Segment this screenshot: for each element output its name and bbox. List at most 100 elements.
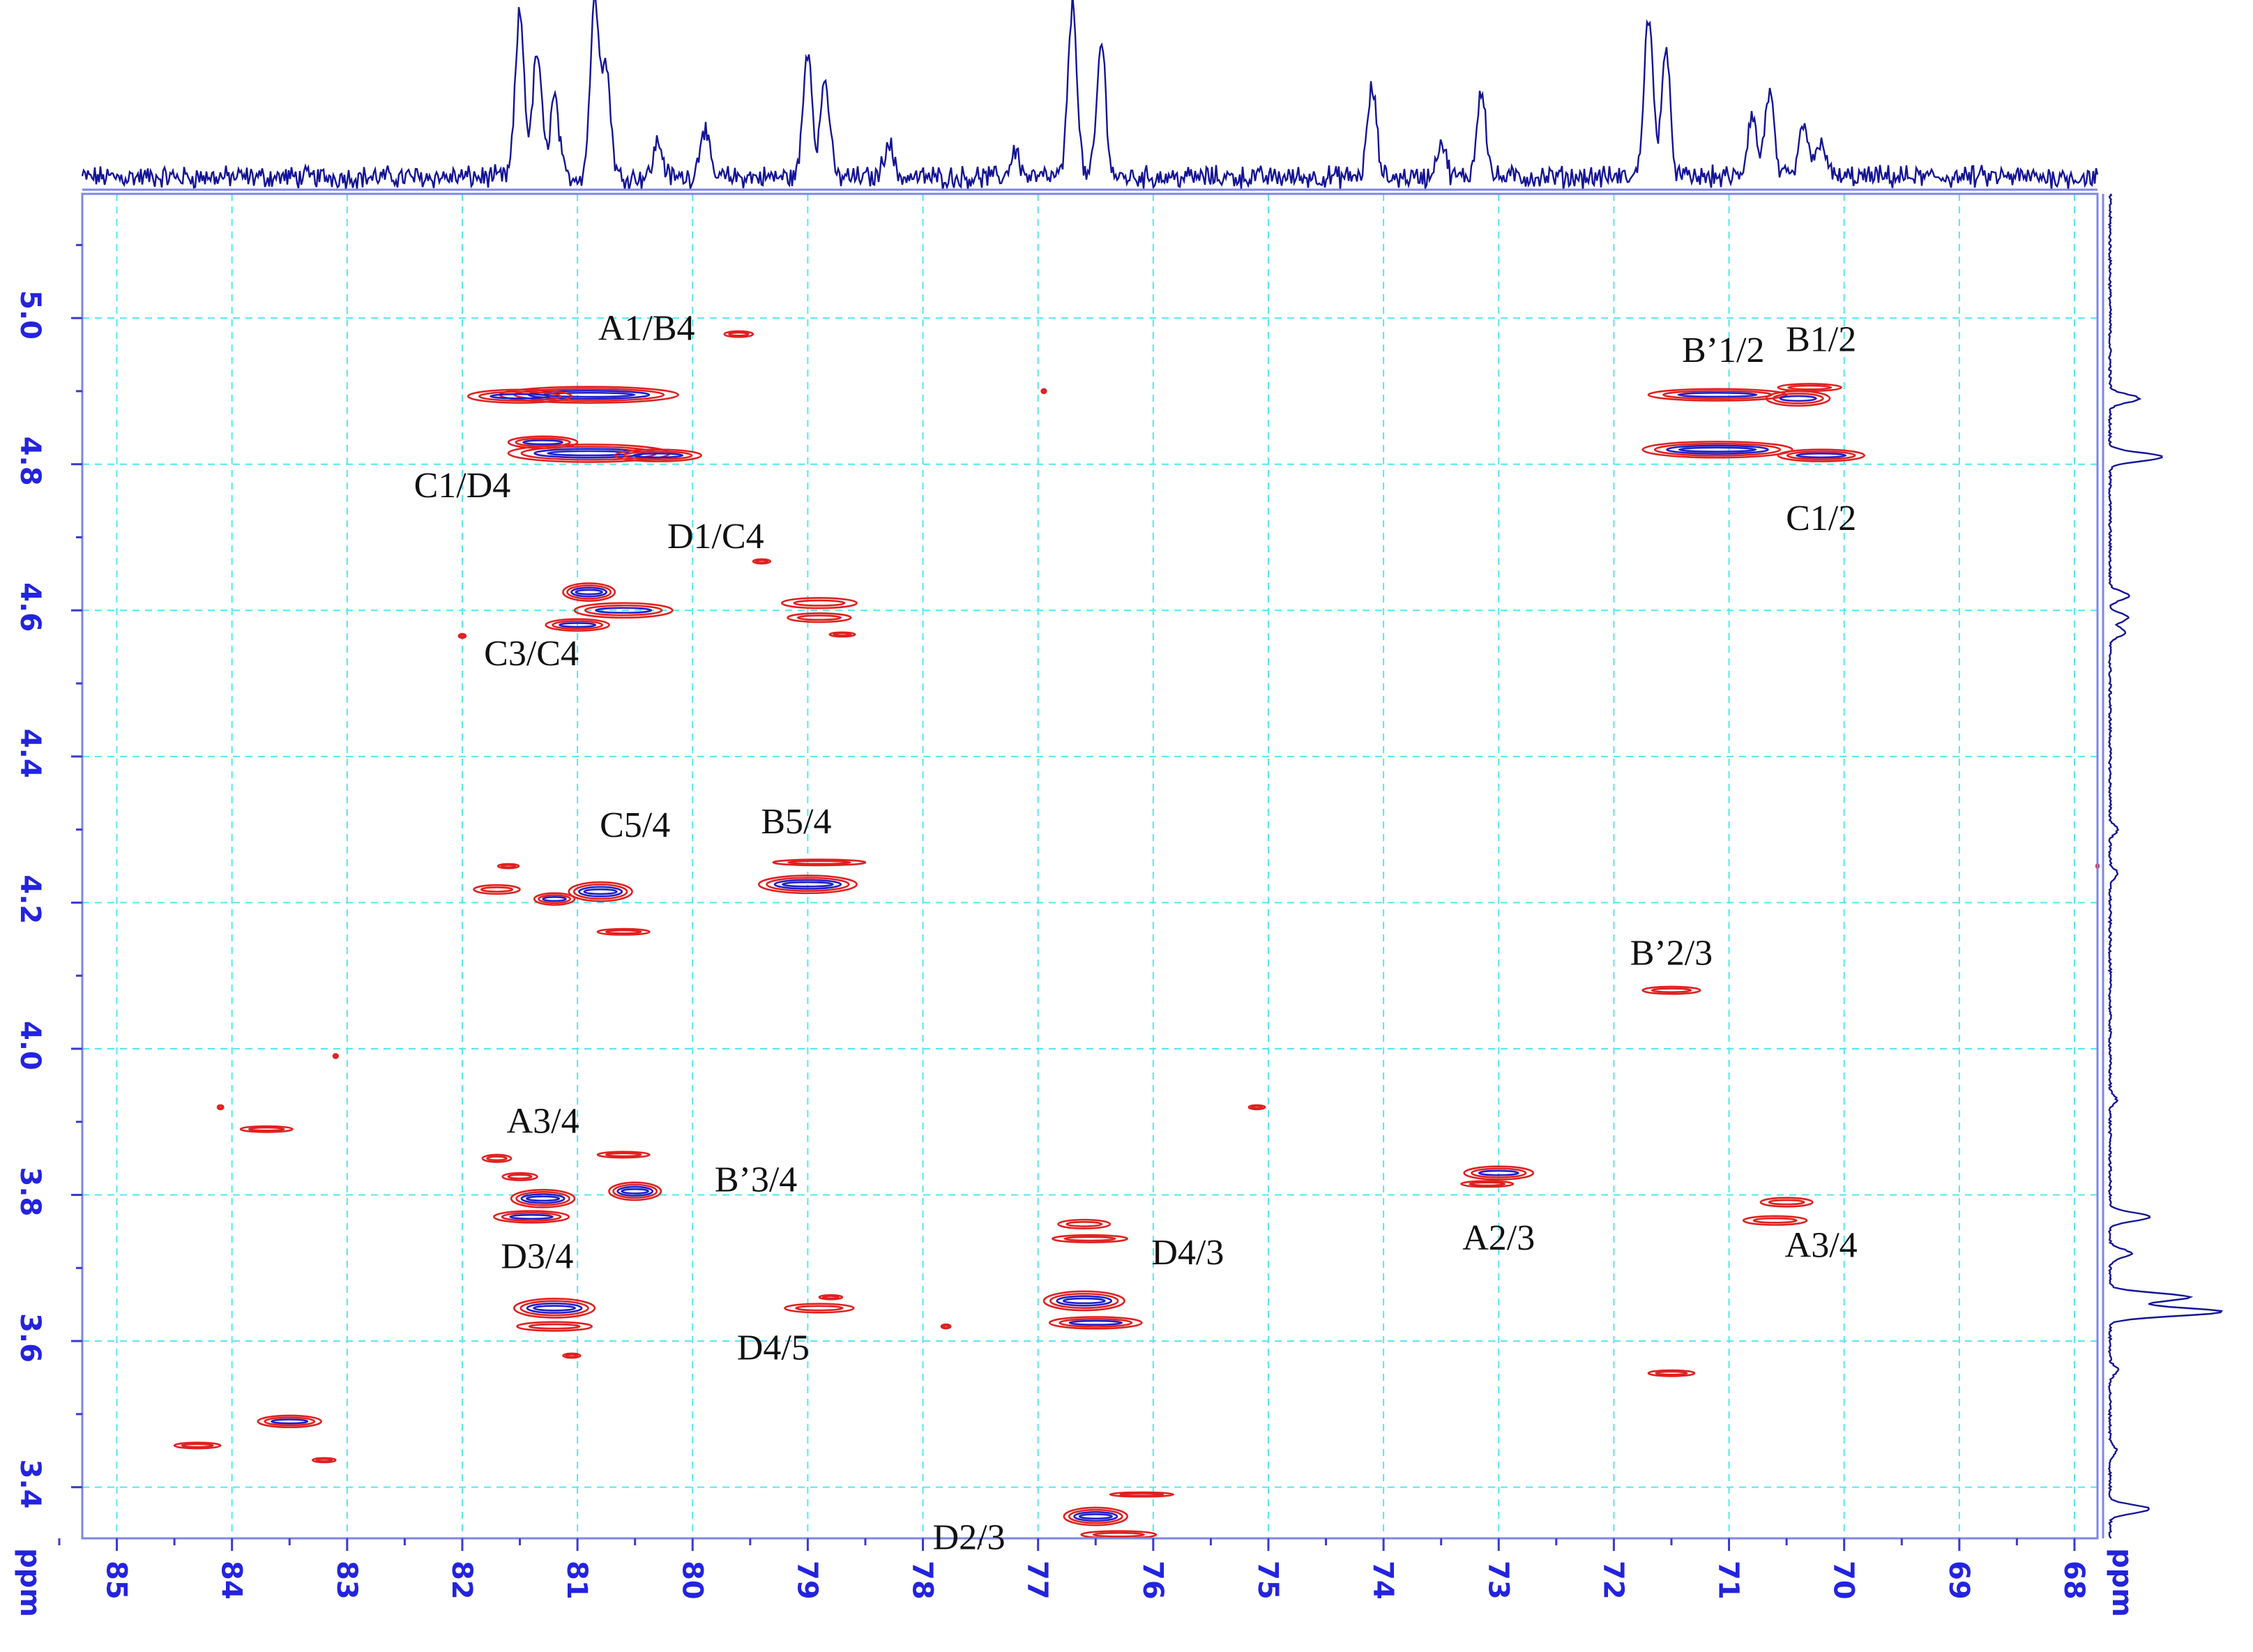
contour-level	[173, 1441, 222, 1450]
cross-peak	[507, 435, 579, 449]
contour-level	[787, 860, 851, 865]
x-tick-label: 71	[1713, 1561, 1745, 1600]
contour-level	[218, 1105, 224, 1109]
contour-level	[833, 632, 852, 637]
contour-level	[605, 929, 642, 934]
contour-level	[507, 1174, 533, 1180]
x-tick-label: 85	[100, 1561, 132, 1600]
contour-level	[568, 881, 633, 902]
contour-level	[595, 607, 653, 614]
cross-peak	[533, 892, 576, 906]
contour-level	[1078, 1513, 1113, 1520]
y-tick-label: 3.8	[14, 1167, 46, 1217]
peak-label: C1/D4	[414, 466, 511, 506]
peak-label: B1/2	[1786, 319, 1856, 359]
contour-level	[565, 1354, 579, 1358]
y-tick-label: 5.0	[14, 290, 46, 340]
cross-peak	[752, 558, 772, 565]
contour-level	[941, 1324, 950, 1328]
cross-peak	[562, 1352, 582, 1359]
cross-peak	[496, 863, 520, 870]
cross-peak	[573, 602, 674, 619]
contour-level	[486, 1155, 508, 1162]
contour-level	[315, 1457, 333, 1462]
x-tick-label: 78	[906, 1561, 939, 1600]
cross-peak	[457, 632, 467, 639]
peak-label: A3/4	[1785, 1226, 1858, 1266]
contour-level	[787, 612, 852, 623]
cross-peak	[481, 1153, 513, 1163]
y-axis: 5.0 4.8 4.6 4.4 4.2 4.0 3.8 3.6 3.4	[14, 243, 82, 1509]
contour-level	[1677, 392, 1758, 398]
cross-peak	[466, 388, 573, 404]
contour-level	[1768, 1199, 1805, 1206]
contour-level	[584, 604, 663, 616]
contour-level	[559, 622, 597, 628]
contour-level	[516, 1321, 593, 1332]
x-tick-label: 76	[1137, 1561, 1169, 1600]
contour-level	[1779, 395, 1817, 402]
contour-level	[1068, 1508, 1123, 1524]
cross-peak	[723, 330, 754, 338]
contour-level	[782, 881, 834, 888]
x-tick-label: 80	[676, 1561, 708, 1600]
contour-level	[632, 453, 684, 459]
contour-level	[818, 1294, 844, 1301]
contour-level	[513, 1298, 596, 1319]
contour-level	[1042, 1290, 1125, 1312]
contour-level	[1469, 1181, 1506, 1187]
contour-level	[1752, 1217, 1798, 1224]
contour-level	[264, 1416, 316, 1427]
cross-peak	[1052, 1234, 1129, 1243]
contour-level	[520, 1193, 566, 1204]
grid-lines	[82, 194, 2098, 1538]
contour-level	[562, 582, 616, 602]
contour-level	[1796, 453, 1847, 459]
peak-label: B’1/2	[1682, 331, 1764, 370]
cross-peak	[1759, 1197, 1814, 1208]
contour-level	[1065, 1221, 1103, 1227]
contour-level	[248, 1126, 285, 1132]
contour-level	[572, 884, 628, 900]
peak-label: D3/4	[501, 1236, 573, 1276]
contour-level	[1647, 1369, 1696, 1377]
contour-level	[515, 1191, 570, 1206]
cross-peak	[568, 881, 633, 902]
cross-peak	[1777, 448, 1865, 462]
contour-level	[1666, 444, 1769, 455]
contour-level	[216, 1104, 225, 1111]
cross-peak	[757, 874, 858, 895]
contour-level	[1641, 440, 1793, 459]
contour-level	[526, 1302, 583, 1314]
contour-level	[333, 1054, 338, 1059]
contour-level	[1478, 1169, 1519, 1176]
contour-level	[578, 886, 623, 897]
contour-level	[510, 1188, 576, 1208]
cross-peak	[173, 1441, 222, 1450]
contour-level	[1041, 389, 1047, 393]
contour-level	[552, 620, 604, 630]
cross-peak	[787, 612, 852, 623]
contour-level	[490, 393, 550, 400]
contour-level	[795, 1305, 844, 1312]
y-axis-unit-label: ppm	[2106, 1548, 2138, 1617]
contour-level	[1048, 1316, 1143, 1330]
cross-peak	[1048, 1316, 1143, 1330]
contour-level	[1059, 1317, 1133, 1328]
contour-level	[1119, 1492, 1165, 1497]
contour-level	[796, 614, 842, 621]
contour-level	[772, 858, 867, 867]
cross-peak	[1063, 1506, 1128, 1526]
contour-level	[1109, 1491, 1175, 1498]
peak-label: C1/2	[1786, 499, 1856, 538]
contour-level	[496, 863, 520, 870]
y-tick-label: 3.6	[14, 1313, 46, 1363]
peak-label: B’3/4	[715, 1160, 797, 1199]
x-tick-label: 75	[1252, 1561, 1284, 1600]
cross-peak	[216, 1104, 225, 1111]
cross-peak	[1042, 1290, 1125, 1312]
contour-level	[583, 888, 618, 895]
contour-level	[766, 877, 850, 892]
contour-level	[1651, 987, 1692, 994]
cross-peak	[608, 1181, 662, 1202]
